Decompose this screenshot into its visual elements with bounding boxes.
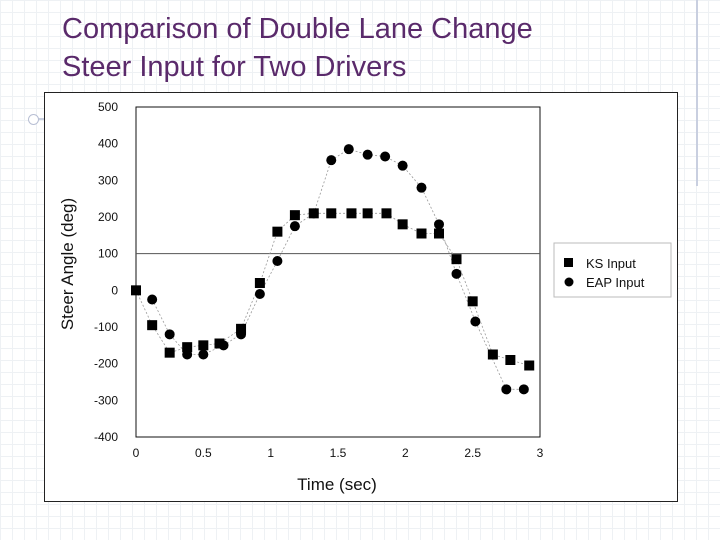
data-point-ks-input [254,278,265,288]
legend-box [553,242,672,298]
chart-frame: 500 400 300 200 100 0 -100 -200 -300 -400 0 0.5 1 1.… [44,92,678,502]
data-point-ks-input [397,219,408,230]
data-point-eap-input [218,340,229,351]
y-tick-label: 400 [98,137,118,151]
data-point-ks-input [524,360,535,371]
y-tick-label: -400 [94,430,118,444]
y-tick-label: -200 [94,357,118,371]
data-point-eap-input [470,316,481,327]
data-point-eap-input [326,155,337,166]
data-point-ks-input [272,226,283,237]
x-tick-label: 2.5 [464,446,481,460]
data-point-eap-input [416,182,427,193]
data-point-ks-input [381,208,392,219]
data-point-eap-input [147,294,158,305]
x-tick-label: 1 [267,446,274,460]
data-point-eap-input [380,151,391,162]
data-point-eap-input [362,149,373,160]
data-point-ks-input [467,296,478,307]
data-point-ks-input [505,355,516,365]
y-tick-labels: 500 400 300 200 100 0 -100 -200 -300 -400 [94,100,118,444]
data-point-ks-input [236,323,247,334]
decorative-rule-vertical [696,0,698,186]
x-tick-label: 0 [133,446,140,460]
series-markers [131,144,535,395]
x-tick-labels: 0 0.5 1 1.5 2 2.5 3 [133,446,544,460]
data-point-eap-input [308,208,319,219]
y-tick-label: -300 [94,393,118,407]
y-tick-label: 200 [98,210,118,224]
data-point-ks-input [131,285,141,296]
x-tick-label: 2 [402,446,409,460]
data-point-eap-input [254,289,265,299]
legend-label-ks-input: KS Input [586,256,636,271]
data-point-eap-input [518,384,529,395]
data-point-ks-input [362,208,373,219]
slide-title-line-2: Steer Input for Two Drivers [62,51,407,83]
y-tick-label: 100 [98,247,118,261]
data-point-ks-input [416,228,427,239]
data-point-ks-input [451,254,462,265]
data-point-ks-input [326,208,337,219]
data-point-eap-input [501,384,512,395]
y-tick-label: -100 [94,320,118,334]
decorative-dot [28,114,39,125]
data-point-ks-input [198,340,209,351]
data-point-ks-input [147,320,158,331]
legend: KS Input EAP Input [553,242,672,298]
data-point-eap-input [164,329,175,340]
steer-angle-chart: 500 400 300 200 100 0 -100 -200 -300 -400 0 0.5 1 1.… [58,100,672,494]
data-point-eap-input [289,221,300,232]
data-point-ks-input [164,347,175,358]
legend-marker-ks-input [564,258,573,267]
legend-label-eap-input: EAP Input [586,275,645,290]
x-tick-label: 3 [537,446,544,460]
x-tick-label: 1.5 [330,446,347,460]
y-tick-label: 300 [98,173,118,187]
y-axis-title: Steer Angle (deg) [58,198,77,330]
data-point-ks-input [434,228,444,239]
data-point-eap-input [272,256,283,266]
slide-title: Comparison of Double Lane Change Steer I… [62,10,662,86]
data-point-eap-input [182,349,193,360]
data-point-eap-input [397,160,408,171]
x-tick-label: 0.5 [195,446,212,460]
slide-title-line-1: Comparison of Double Lane Change [62,13,533,45]
data-point-ks-input [346,208,357,219]
x-axis-title: Time (sec) [297,475,377,494]
y-tick-label: 500 [98,100,118,114]
data-point-ks-input [487,349,498,360]
data-point-eap-input [198,349,209,360]
data-point-ks-input [182,342,193,353]
legend-marker-eap-input [564,277,574,287]
data-point-eap-input [434,219,444,230]
data-point-eap-input [236,329,247,340]
data-point-eap-input [451,268,462,279]
plot-area [135,106,541,438]
data-point-eap-input [343,144,354,155]
data-point-ks-input [289,210,300,221]
y-tick-label: 0 [111,283,118,297]
